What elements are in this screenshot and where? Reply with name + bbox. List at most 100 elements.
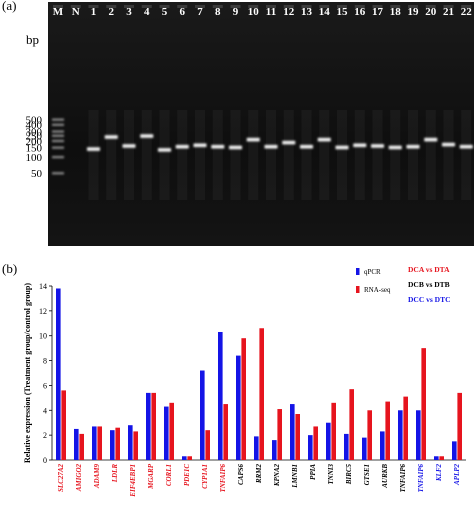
panel-a-label: (a) (2, 0, 17, 13)
pcr-band (335, 145, 349, 150)
bar-qpcr (434, 456, 439, 460)
bar-rnaseq (79, 433, 84, 460)
category-label: TNFAIP6 (417, 464, 425, 493)
category-label: AURKB (381, 464, 389, 489)
pcr-band (300, 144, 313, 149)
lane-label: 22 (461, 6, 473, 18)
ladder-band (52, 139, 64, 143)
pcr-band (158, 148, 171, 152)
lane-label: 8 (215, 6, 221, 18)
pcr-band (459, 144, 473, 149)
bar-rnaseq (223, 404, 228, 460)
gel-well (88, 5, 99, 8)
gel-well (461, 5, 472, 8)
lane-label: 17 (372, 6, 384, 18)
lane-label: 11 (266, 6, 276, 18)
lane-label: 12 (283, 6, 295, 18)
lane-label: 4 (144, 6, 150, 18)
legend-group-label: DCC vs DTC (408, 295, 451, 304)
legend-swatch (356, 268, 360, 275)
bar-rnaseq (277, 409, 282, 460)
pcr-band (211, 144, 225, 149)
lane-smear (124, 110, 134, 200)
ladder-band (52, 172, 64, 175)
ladder-label: 500 (26, 114, 43, 126)
gel-well (177, 5, 188, 8)
bar-qpcr (344, 433, 349, 460)
category-label: SLC27A2 (57, 464, 65, 493)
bar-rnaseq (421, 348, 426, 460)
lane-smear (266, 110, 276, 200)
bar-qpcr (74, 428, 79, 460)
bar-rnaseq (241, 338, 246, 460)
legend-swatch (356, 286, 360, 293)
bar-qpcr (110, 430, 115, 460)
pcr-band (87, 147, 100, 151)
pcr-band (282, 140, 296, 145)
lane-label: 6 (180, 6, 186, 18)
category-label: TNNI3 (327, 464, 335, 485)
lane-label: 13 (301, 6, 313, 18)
bar-qpcr (308, 435, 313, 460)
bar-rnaseq (259, 328, 264, 460)
lane-smear (177, 110, 188, 200)
bar-qpcr (218, 331, 223, 460)
lane-smear (390, 110, 401, 200)
lane-smear (106, 110, 117, 200)
gel-well (141, 5, 152, 8)
ladder-band (52, 130, 64, 133)
bar-qpcr (380, 431, 385, 460)
gel-well (390, 5, 401, 8)
bar-rnaseq (403, 396, 408, 460)
lane-label: 5 (162, 6, 168, 18)
pcr-band (140, 134, 154, 138)
lane-smear (425, 110, 436, 200)
bar-rnaseq (313, 426, 318, 460)
lane-label: 16 (354, 6, 366, 18)
ladder-band (52, 118, 64, 121)
bar-rnaseq (457, 392, 462, 460)
pcr-band (424, 137, 438, 142)
y-axis-label: Relative expression (Treatment group/con… (23, 283, 32, 463)
y-tick-label: 2 (43, 431, 47, 440)
pcr-band (388, 145, 402, 150)
category-label: TNFAIP6 (399, 464, 407, 493)
lane-label: 7 (197, 6, 203, 18)
gel-well (230, 5, 241, 8)
lane-smear (461, 110, 472, 200)
ladder-band (52, 155, 64, 159)
bar-qpcr (416, 410, 421, 460)
bar-qpcr (146, 392, 151, 460)
pcr-band (442, 142, 455, 147)
category-label: PDE1C (183, 464, 191, 487)
bar-rnaseq (169, 402, 174, 460)
y-tick-label: 14 (39, 282, 47, 291)
bar-qpcr (56, 288, 61, 460)
lane-label: 15 (337, 6, 349, 18)
pcr-band (229, 145, 242, 150)
category-label: GTSE1 (363, 464, 371, 485)
bar-rnaseq (385, 401, 390, 460)
lane-label: 19 (408, 6, 420, 18)
gel-well (301, 5, 312, 8)
bar-rnaseq (349, 389, 354, 460)
lane-smear (248, 110, 259, 200)
category-label: ADAM9 (93, 464, 101, 490)
category-label: CORL1 (165, 464, 173, 486)
category-label: LDLR (111, 464, 119, 484)
gel-well (283, 5, 294, 8)
ladder-band (52, 123, 64, 127)
gel-well (443, 5, 454, 8)
category-label: AMIGO2 (75, 464, 83, 493)
bar-rnaseq (331, 402, 336, 460)
lane-smear (88, 110, 99, 200)
legend-group-label: DCB vs DTB (408, 280, 450, 289)
bar-qpcr (290, 404, 295, 460)
category-label: CYP1A1 (201, 464, 209, 489)
lane-smear (443, 110, 454, 200)
lane-label: N (72, 6, 80, 18)
category-label: EIF4EBP1 (129, 464, 137, 498)
category-label: APLP2 (453, 464, 461, 486)
gel-well (425, 5, 436, 8)
bar-qpcr (128, 425, 133, 460)
